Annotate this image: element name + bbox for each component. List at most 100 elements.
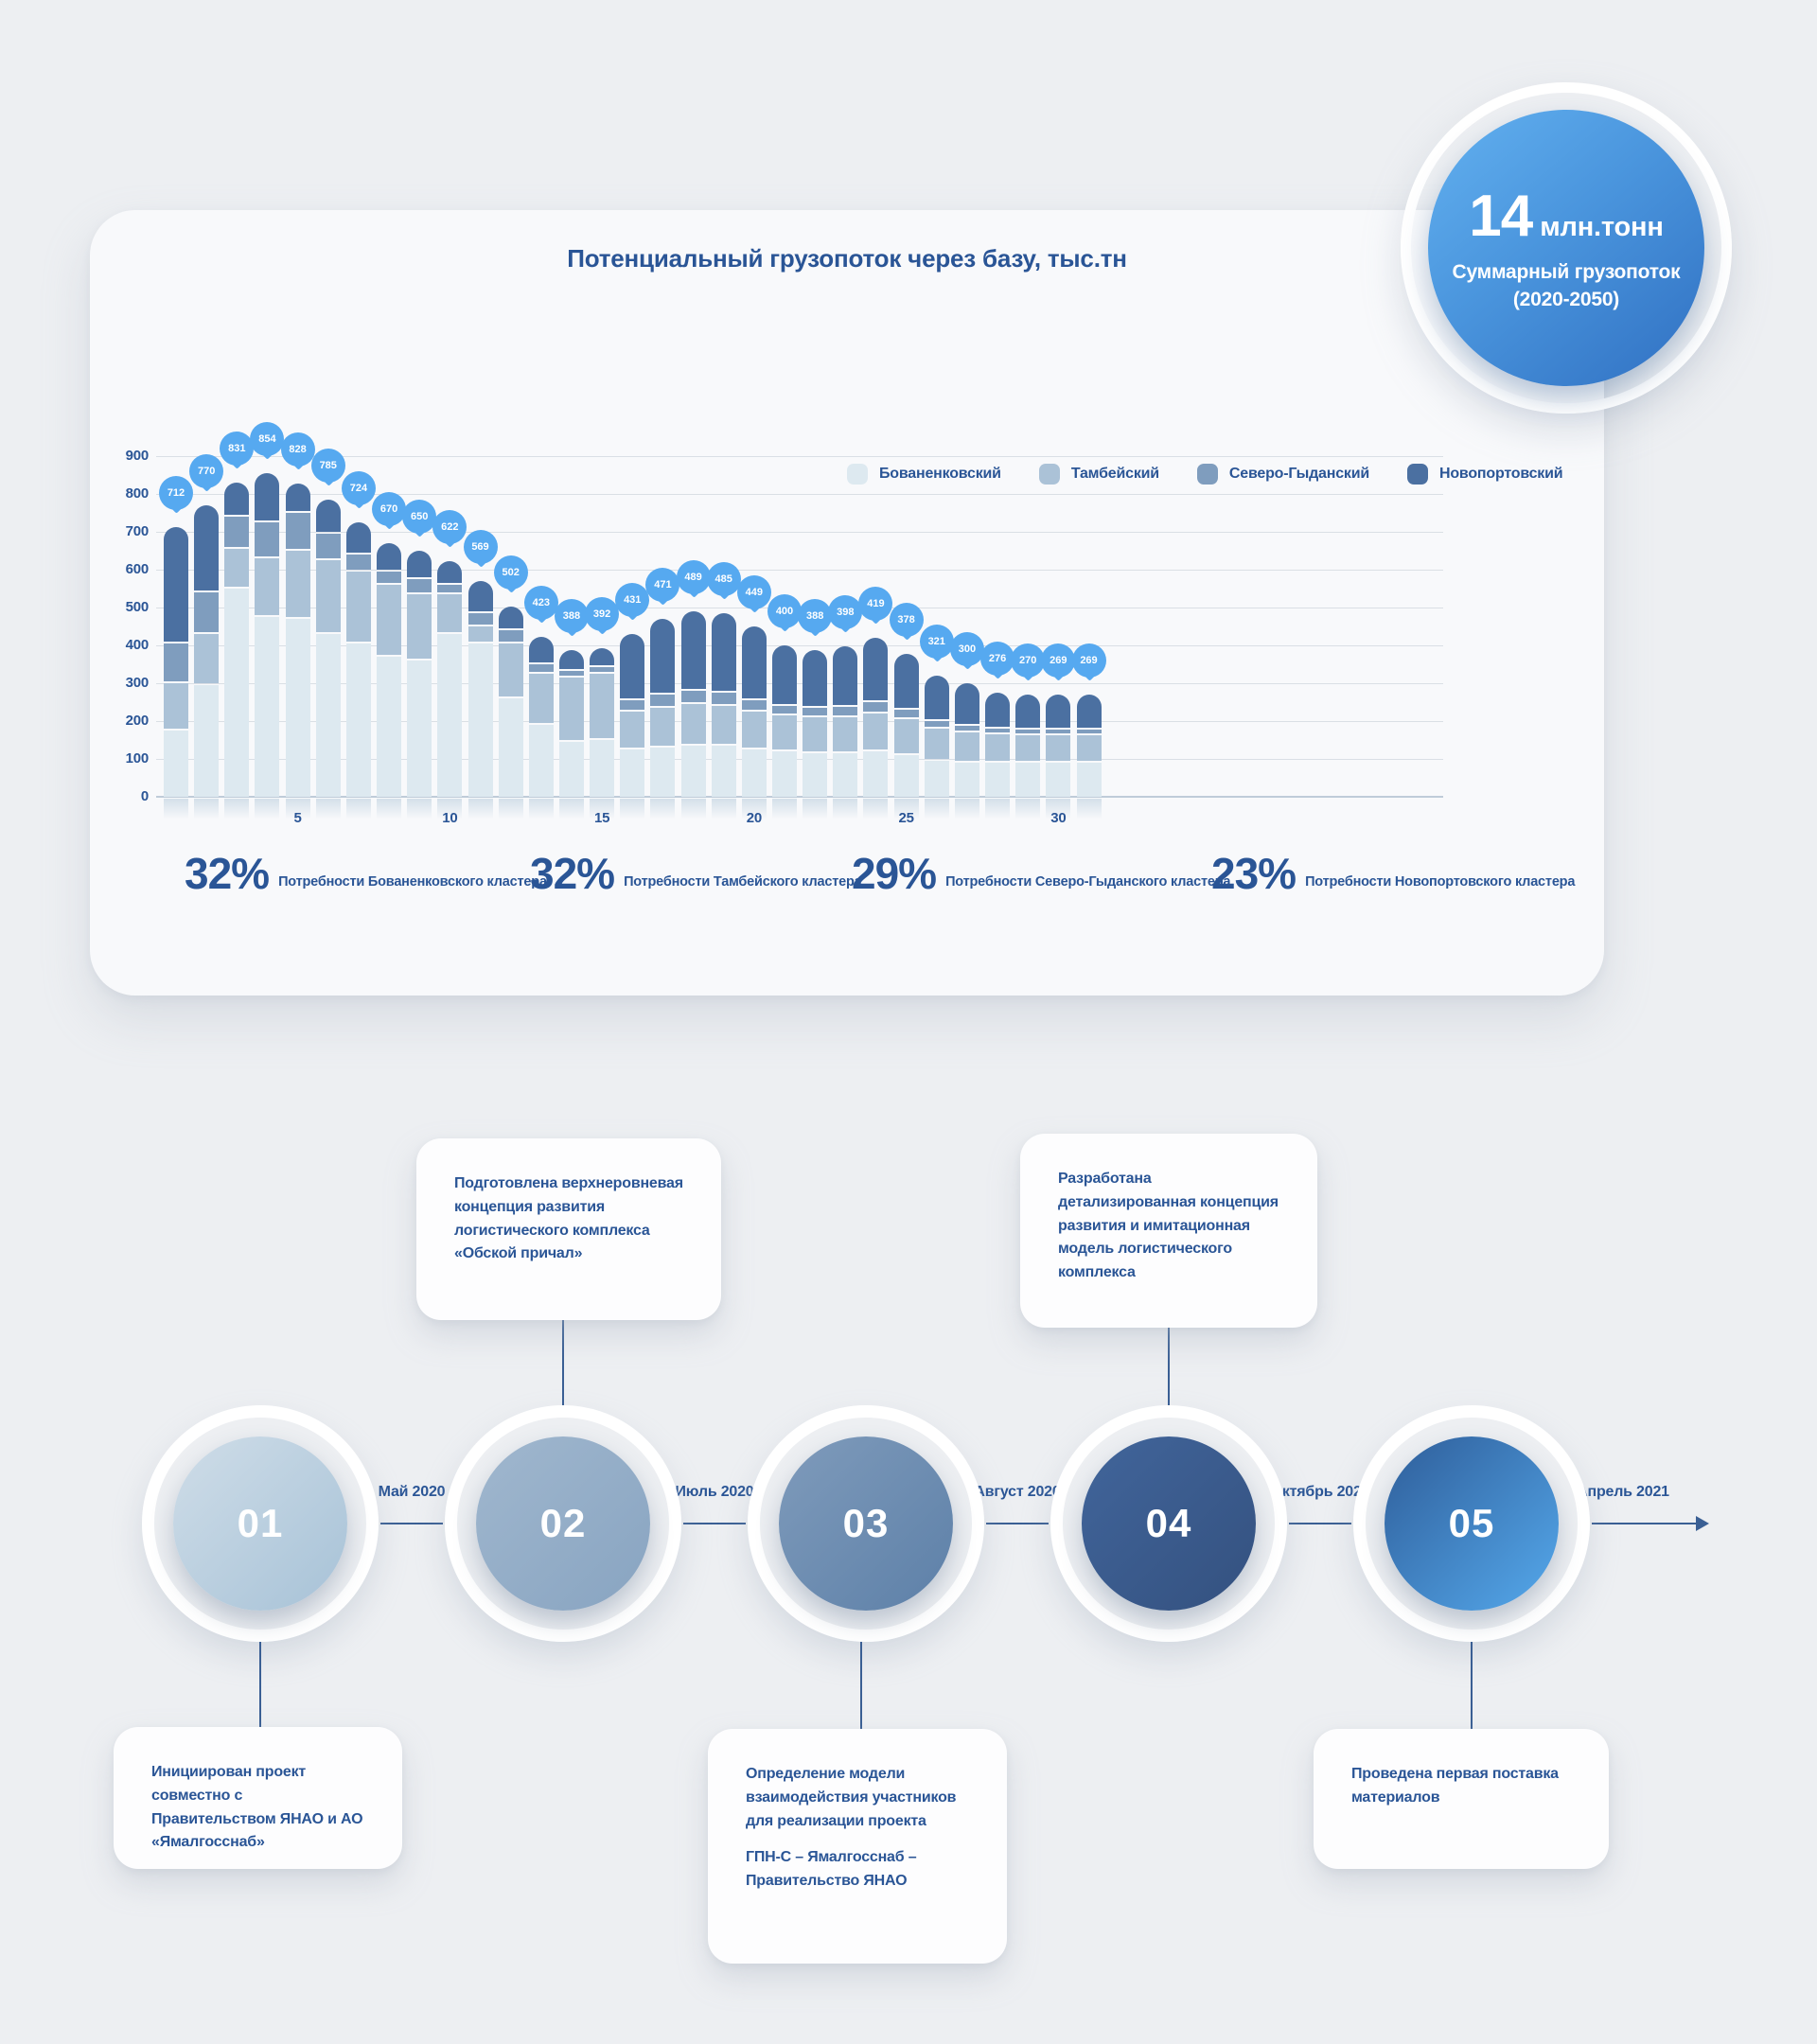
bar-pin: 398: [827, 594, 863, 639]
chart-card: Потенциальный грузопоток через базу, тыс…: [90, 210, 1604, 996]
bar-reflection: [893, 799, 919, 819]
y-axis-label: 100: [125, 750, 150, 766]
bar-reflection: [680, 799, 706, 819]
y-axis-label: 700: [125, 523, 150, 539]
bar-segment-Тамбейский: [1046, 735, 1071, 761]
bar-pin: 650: [401, 500, 437, 543]
bar-segment-Новопортовский: [741, 626, 767, 698]
timeline-step-circle: 01: [173, 1436, 347, 1611]
bar-pin: 770: [188, 454, 224, 498]
summary-badge: 14 млн.тонн Суммарный грузопоток (2020-2…: [1428, 110, 1704, 386]
bar-pin: 423: [523, 585, 559, 629]
bar-segment-Новопортовский: [1015, 695, 1041, 729]
timeline-callout: Проведена первая поставка материалов: [1314, 1729, 1609, 1869]
bar-pin: 300: [949, 632, 985, 676]
bar-segment-Северо-Гыданский: [803, 708, 828, 715]
bar-segment-Северо-Гыданский: [255, 522, 280, 556]
timeline-line: [986, 1523, 1049, 1524]
bar-segment-Бованенковский: [377, 657, 402, 797]
bar-segment-Тамбейский: [803, 717, 828, 751]
bar-pin-value: 712: [159, 476, 193, 511]
bar-pin: 378: [889, 602, 925, 646]
bar-segment-Бованенковский: [1046, 763, 1071, 797]
bar-reflection: [863, 799, 889, 819]
bar-segment-Тамбейский: [1015, 735, 1041, 761]
bar-segment-Бованенковский: [437, 634, 463, 797]
bar-segment-Бованенковский: [803, 753, 828, 797]
bar-segment-Северо-Гыданский: [345, 555, 371, 570]
x-axis-label: 20: [746, 810, 762, 826]
bar-reflection: [741, 799, 767, 819]
timeline-callout-text: ГПН-С – Ямалгосснаб – Правительство ЯНАО: [746, 1849, 917, 1890]
bar-segment-Северо-Гыданский: [498, 630, 523, 642]
timeline-step-circle: 02: [476, 1436, 650, 1611]
bar-segment-Новопортовский: [863, 638, 889, 700]
bar-reflection: [620, 799, 645, 819]
bar-segment-Северо-Гыданский: [620, 700, 645, 710]
bar-segment-Бованенковский: [1076, 763, 1102, 797]
timeline-callout: Определение модели взаимодействия участн…: [708, 1729, 1007, 1964]
bar-segment-Тамбейский: [528, 674, 554, 723]
bar-segment-Северо-Гыданский: [164, 643, 188, 681]
bar-pin-value: 378: [889, 602, 924, 637]
bar-pin: 670: [371, 492, 407, 536]
bar-segment-Северо-Гыданский: [558, 670, 584, 676]
bar-pin: 569: [463, 530, 499, 573]
legend-swatch: [1196, 464, 1218, 485]
bar-segment-Северо-Гыданский: [924, 721, 949, 727]
bar-reflection: [985, 799, 1011, 819]
bar-pin: 388: [554, 598, 590, 643]
bar-reflection: [558, 799, 584, 819]
bar-segment-Северо-Гыданский: [893, 710, 919, 717]
bar-pin: 269: [1071, 643, 1107, 687]
legend-label: Северо-Гыданский: [1228, 466, 1369, 482]
timeline-line: [1592, 1523, 1696, 1524]
timeline-callout-text: Проведена первая поставка материалов: [1351, 1766, 1559, 1806]
bar-pin-value: 400: [767, 594, 802, 628]
bar-segment-Северо-Гыданский: [1046, 730, 1071, 734]
y-axis-label: 800: [125, 485, 150, 502]
legend-item: Новопортовский: [1407, 464, 1563, 485]
bar-pin: 831: [219, 431, 255, 475]
bar-reflection: [1046, 799, 1071, 819]
summary-badge-ring: [1401, 82, 1732, 414]
legend-label: Бованенковский: [879, 466, 1001, 482]
bar-segment-Тамбейский: [315, 560, 341, 632]
chart-title: Потенциальный грузопоток через базу, тыс…: [567, 244, 1127, 273]
bar-segment-Тамбейский: [741, 712, 767, 748]
bar-segment-Бованенковский: [224, 589, 250, 797]
bar-segment-Бованенковский: [407, 661, 432, 797]
bar-pin: 431: [614, 582, 650, 626]
timeline-callout-text: Разработана детализированная концепция р…: [1058, 1171, 1279, 1281]
bar-reflection: [1076, 799, 1102, 819]
bar-segment-Бованенковский: [893, 755, 919, 797]
y-axis-label: 200: [125, 713, 150, 729]
bar-pin-value: 502: [493, 555, 528, 590]
bar-segment-Бованенковский: [194, 685, 220, 797]
timeline-callout: Инициирован проект совместно с Правитель…: [114, 1727, 402, 1869]
bar-pin-value: 419: [858, 587, 893, 622]
timeline-step-circle: 04: [1082, 1436, 1256, 1611]
bar-segment-Тамбейский: [1076, 735, 1102, 761]
bar-segment-Новопортовский: [255, 473, 280, 520]
gridline-0: [156, 796, 1443, 798]
bar-segment-Тамбейский: [498, 643, 523, 696]
bar-segment-Тамбейский: [437, 594, 463, 632]
bar-segment-Новопортовский: [437, 561, 463, 583]
bar-pin: 712: [158, 476, 194, 520]
bar-pin-value: 388: [554, 598, 589, 633]
bar-segment-Северо-Гыданский: [407, 579, 432, 592]
bar-segment-Тамбейский: [224, 549, 250, 587]
bar-segment-Новопортовский: [803, 649, 828, 706]
bar-segment-Новопортовский: [528, 636, 554, 662]
timeline-callout-text: Подготовлена верхнеровневая концепция ра…: [454, 1175, 683, 1262]
bar-reflection: [315, 799, 341, 819]
bar-reflection: [650, 799, 676, 819]
bar-segment-Северо-Гыданский: [863, 702, 889, 712]
bar-segment-Северо-Гыданский: [285, 513, 310, 549]
bar-segment-Бованенковский: [528, 725, 554, 797]
stat-value: 32%: [185, 849, 270, 898]
bar-segment-Бованенковский: [285, 619, 310, 797]
x-axis-label: 10: [442, 810, 458, 826]
bar-segment-Бованенковский: [1015, 763, 1041, 797]
